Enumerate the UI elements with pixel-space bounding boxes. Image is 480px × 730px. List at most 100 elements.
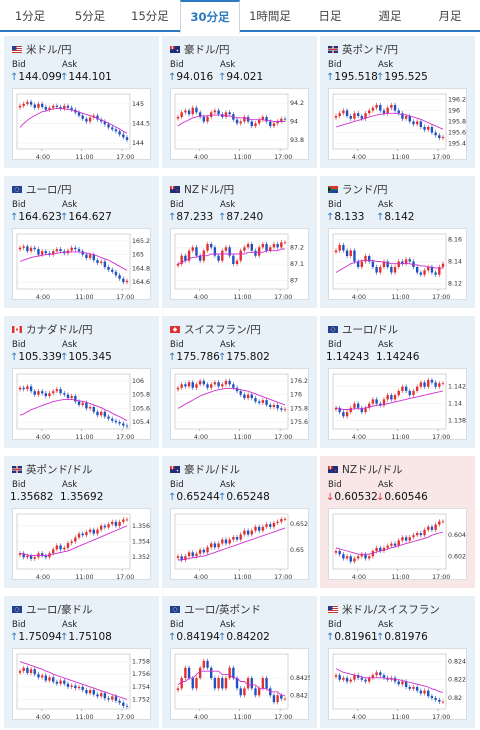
candle-body bbox=[48, 107, 51, 110]
pair-title[interactable]: ランド/円 bbox=[328, 182, 388, 196]
flag-eu-icon bbox=[170, 605, 180, 613]
candle-body bbox=[40, 675, 44, 678]
mini-chart[interactable]: 1.356 1.354 1.352 4:00 11:00 17:00 bbox=[12, 508, 151, 581]
ask-value: ↓0.60546 bbox=[376, 491, 428, 503]
pair-name[interactable]: 米ドル/スイスフラン bbox=[342, 604, 440, 616]
candle-body bbox=[81, 115, 84, 119]
pair-name[interactable]: ユーロ/ドル bbox=[342, 324, 399, 336]
pair-title[interactable]: ユーロ/円 bbox=[12, 182, 72, 196]
candle-body bbox=[427, 690, 430, 697]
candle-body bbox=[257, 688, 261, 696]
rate-card[interactable]: 米ドル/スイスフラン Bid Ask ↑0.81961 ↑0.81976 0.824 0.8… bbox=[320, 596, 475, 728]
pair-name[interactable]: 豪ドル/ドル bbox=[184, 464, 241, 476]
pair-name[interactable]: スイスフラン/円 bbox=[184, 324, 261, 336]
tab-月足[interactable]: 月足 bbox=[438, 9, 462, 23]
candle-body bbox=[33, 669, 36, 675]
candle-body bbox=[364, 113, 367, 119]
mini-chart[interactable]: 1.758 1.756 1.754 1.752 4:00 11:00 17:00 bbox=[12, 648, 151, 721]
tab-日足[interactable]: 日足 bbox=[318, 9, 342, 23]
mini-chart[interactable]: 94.2 94 93.8 4:00 11:00 17:00 bbox=[170, 88, 309, 161]
pair-title[interactable]: 豪ドル/ドル bbox=[170, 462, 240, 476]
rate-card[interactable]: 英ポンド/ドル Bid Ask 1.35682 1.35692 1.356 1.354 1.3… bbox=[4, 456, 159, 588]
mini-chart[interactable]: 106 105.8 105.6 105.4 4:00 11:00 17:00 bbox=[12, 368, 151, 441]
candle-body bbox=[239, 250, 242, 261]
rate-card[interactable]: 豪ドル/ドル Bid Ask ↑0.65244 ↑0.65248 0.652 0.65 4:0… bbox=[162, 456, 317, 588]
pair-name[interactable]: NZドル/円 bbox=[184, 184, 235, 196]
pair-title[interactable]: ユーロ/英ポンド bbox=[170, 602, 261, 616]
pair-title[interactable]: NZドル/円 bbox=[170, 182, 234, 196]
y-tick-label: 0.652 bbox=[290, 521, 308, 528]
tab-1分足[interactable]: 1分足 bbox=[14, 9, 46, 23]
rate-card[interactable]: ユーロ/円 Bid Ask ↑164.623 ↑164.627 165.2 165 164.8… bbox=[4, 176, 159, 308]
rate-card[interactable]: カナダドル/円 Bid Ask ↑105.339 ↑105.345 106 105.8 105… bbox=[4, 316, 159, 448]
mini-chart[interactable]: 1.142 1.14 1.138 4:00 11:00 17:00 bbox=[328, 368, 467, 441]
candle-body bbox=[379, 672, 382, 676]
mini-chart[interactable]: 0.652 0.65 4:00 11:00 17:00 bbox=[170, 508, 309, 581]
candle-body bbox=[52, 391, 55, 394]
pair-name[interactable]: ユーロ/豪ドル bbox=[26, 604, 93, 616]
candle-body bbox=[334, 675, 338, 677]
pair-name[interactable]: ユーロ/英ポンド bbox=[184, 604, 262, 616]
candle-body bbox=[360, 407, 364, 413]
rate-card[interactable]: 米ドル/円 Bid Ask ↑144.099 ↑144.101 145 144.5 144 4:… bbox=[4, 36, 159, 168]
tab-30分足[interactable]: 30分足 bbox=[180, 0, 240, 34]
pair-title[interactable]: 豪ドル/円 bbox=[170, 42, 230, 56]
rate-card[interactable]: NZドル/円 Bid Ask ↑87.233 ↑87.240 87.2 87.1 87 4:00… bbox=[162, 176, 317, 308]
tab-1時間足[interactable]: 1時間足 bbox=[249, 9, 291, 23]
candle-body bbox=[419, 272, 423, 275]
rate-card[interactable]: NZドル/ドル Bid Ask ↓0.60532 ↓0.60546 0.604 0.602 4… bbox=[320, 456, 475, 588]
pair-name[interactable]: NZドル/ドル bbox=[342, 464, 403, 476]
mini-chart[interactable]: 165.2 165 164.8 164.6 4:00 11:00 17:00 bbox=[12, 228, 151, 301]
pair-title[interactable]: 英ポンド/円 bbox=[328, 42, 398, 56]
pair-title[interactable]: スイスフラン/円 bbox=[170, 322, 261, 336]
pair-title[interactable]: ユーロ/豪ドル bbox=[12, 602, 93, 616]
pair-name[interactable]: ユーロ/円 bbox=[26, 184, 72, 196]
candle-body bbox=[415, 267, 419, 273]
mini-chart[interactable]: 145 144.5 144 4:00 11:00 17:00 bbox=[12, 88, 151, 161]
pair-name[interactable]: 米ドル/円 bbox=[26, 44, 72, 56]
pair-title[interactable]: NZドル/ドル bbox=[328, 462, 403, 476]
pair-title[interactable]: 米ドル/スイスフラン bbox=[328, 602, 440, 616]
candle-body bbox=[202, 549, 206, 553]
pair-name[interactable]: カナダドル/円 bbox=[26, 324, 93, 336]
rate-card[interactable]: ユーロ/豪ドル Bid Ask ↑1.75094 ↑1.75108 1.758 1.756 1… bbox=[4, 596, 159, 728]
bid-label: Bid bbox=[12, 340, 26, 350]
mini-chart[interactable]: 87.2 87.1 87 4:00 11:00 17:00 bbox=[170, 228, 309, 301]
bid-label: Bid bbox=[328, 340, 342, 350]
candle-body bbox=[334, 250, 338, 253]
mini-chart[interactable]: 0.824 0.822 0.82 4:00 11:00 17:00 bbox=[328, 648, 467, 721]
pair-name[interactable]: 英ポンド/円 bbox=[342, 44, 399, 56]
pair-title[interactable]: ユーロ/ドル bbox=[328, 322, 398, 336]
mini-chart[interactable]: 8.16 8.14 8.12 4:00 11:00 17:00 bbox=[328, 228, 467, 301]
pair-name[interactable]: 英ポンド/ドル bbox=[26, 464, 93, 476]
y-tick-label: 8.16 bbox=[448, 237, 462, 244]
candle-body bbox=[74, 537, 77, 542]
rate-card[interactable]: スイスフラン/円 Bid Ask ↑175.786 ↑175.802 176.2 176 17… bbox=[162, 316, 317, 448]
mini-chart[interactable]: 0.8425 0.842 4:00 11:00 17:00 bbox=[170, 648, 310, 721]
y-tick-label: 105.8 bbox=[132, 392, 150, 399]
tab-5分足[interactable]: 5分足 bbox=[74, 9, 106, 23]
tab-週足[interactable]: 週足 bbox=[378, 9, 402, 23]
tab-15分足[interactable]: 15分足 bbox=[131, 9, 169, 23]
rate-card[interactable]: ユーロ/英ポンド Bid Ask ↑0.84194 ↑0.84202 0.8425 0.84… bbox=[162, 596, 317, 728]
rate-card[interactable]: ユーロ/ドル Bid Ask 1.14243 1.14246 1.142 1.14 1.138… bbox=[320, 316, 475, 448]
candle-body bbox=[246, 678, 250, 689]
mini-chart[interactable]: 176.2 176 175.8 175.6 4:00 11:00 17:00 bbox=[170, 368, 309, 441]
candle-body bbox=[63, 547, 66, 550]
candle-body bbox=[26, 386, 29, 390]
candle-body bbox=[111, 418, 114, 421]
rate-card[interactable]: 英ポンド/円 Bid Ask ↑195.518 ↑195.525 196.2 196 195.… bbox=[320, 36, 475, 168]
rate-card[interactable]: 豪ドル/円 Bid Ask ↑94.016 ↑94.021 94.2 94 93.8 4:00 1… bbox=[162, 36, 317, 168]
pair-name[interactable]: 豪ドル/円 bbox=[184, 44, 230, 56]
rate-card[interactable]: ランド/円 Bid Ask ↑8.133 ↑8.142 8.16 8.14 8.12 4:00 1… bbox=[320, 176, 475, 308]
pair-title[interactable]: カナダドル/円 bbox=[12, 322, 93, 336]
mini-chart[interactable]: 0.604 0.602 4:00 11:00 17:00 bbox=[328, 508, 467, 581]
arrow-up-icon: ↑ bbox=[376, 632, 385, 643]
candle-body bbox=[180, 255, 183, 264]
candle-body bbox=[338, 407, 341, 413]
pair-title[interactable]: 英ポンド/ドル bbox=[12, 462, 93, 476]
pair-name[interactable]: ランド/円 bbox=[342, 184, 388, 196]
pair-title[interactable]: 米ドル/円 bbox=[12, 42, 72, 56]
mini-chart[interactable]: 196.2 196 195.8 195.6 195.4 4:00 11:00 17:00 bbox=[328, 88, 467, 161]
ask-label: Ask bbox=[378, 620, 394, 630]
